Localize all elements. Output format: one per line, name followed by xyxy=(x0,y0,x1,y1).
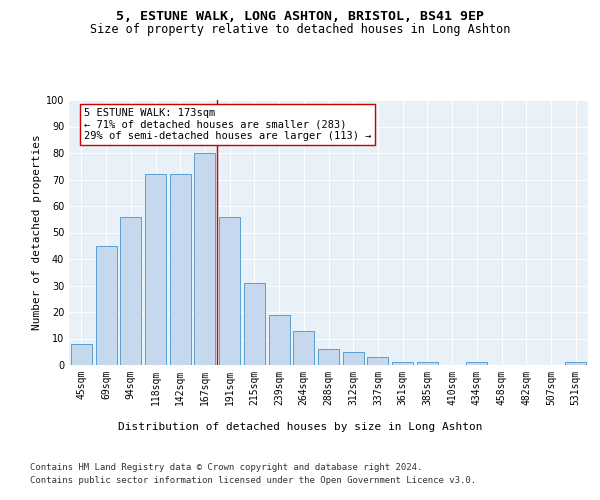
Bar xyxy=(417,362,438,365)
Bar xyxy=(269,314,290,365)
Bar xyxy=(71,344,92,365)
Bar xyxy=(565,362,586,365)
Bar xyxy=(194,153,215,365)
Bar xyxy=(392,362,413,365)
Bar xyxy=(170,174,191,365)
Bar xyxy=(343,352,364,365)
Bar xyxy=(318,349,339,365)
Bar xyxy=(145,174,166,365)
Bar xyxy=(95,246,116,365)
Text: Size of property relative to detached houses in Long Ashton: Size of property relative to detached ho… xyxy=(90,23,510,36)
Text: 5, ESTUNE WALK, LONG ASHTON, BRISTOL, BS41 9EP: 5, ESTUNE WALK, LONG ASHTON, BRISTOL, BS… xyxy=(116,10,484,23)
Bar xyxy=(120,216,141,365)
Bar xyxy=(219,216,240,365)
Bar xyxy=(367,357,388,365)
Bar xyxy=(244,283,265,365)
Text: Contains public sector information licensed under the Open Government Licence v3: Contains public sector information licen… xyxy=(30,476,476,485)
Bar xyxy=(466,362,487,365)
Text: 5 ESTUNE WALK: 173sqm
← 71% of detached houses are smaller (283)
29% of semi-det: 5 ESTUNE WALK: 173sqm ← 71% of detached … xyxy=(84,108,371,141)
Text: Contains HM Land Registry data © Crown copyright and database right 2024.: Contains HM Land Registry data © Crown c… xyxy=(30,462,422,471)
Y-axis label: Number of detached properties: Number of detached properties xyxy=(32,134,41,330)
Text: Distribution of detached houses by size in Long Ashton: Distribution of detached houses by size … xyxy=(118,422,482,432)
Bar xyxy=(293,330,314,365)
